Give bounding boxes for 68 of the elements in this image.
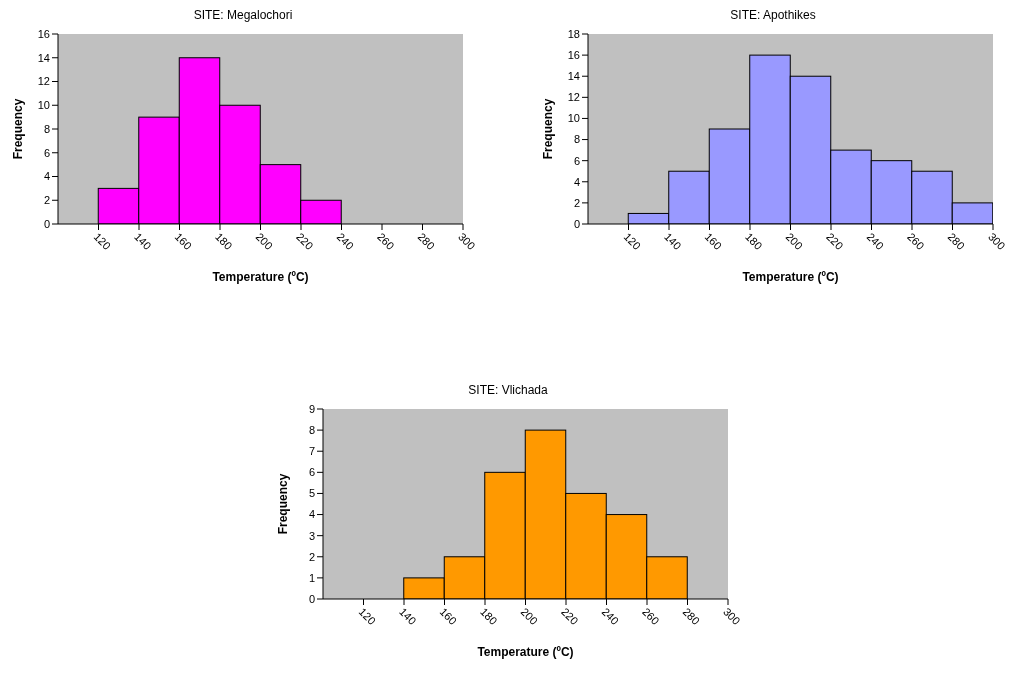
- y-tick-label: 6: [573, 154, 580, 167]
- x-tick-label: 300: [986, 230, 1008, 252]
- y-tick-label: 4: [573, 175, 580, 188]
- y-tick-label: 7: [308, 445, 315, 458]
- x-tick-label: 140: [397, 605, 419, 627]
- y-tick-label: 10: [567, 112, 580, 125]
- x-tick-label: 260: [640, 605, 662, 627]
- x-tick-label: 300: [721, 605, 743, 627]
- y-tick-label: 0: [573, 217, 580, 230]
- x-tick-label: 220: [294, 230, 316, 252]
- x-tick-label: 160: [702, 230, 725, 252]
- x-tick-label: 260: [375, 230, 397, 252]
- x-tick-label: 280: [680, 605, 703, 627]
- x-tick-label: 200: [518, 605, 541, 627]
- x-tick-label: 180: [743, 230, 765, 252]
- x-tick-label: 240: [599, 605, 622, 627]
- x-tick-label: 220: [559, 605, 581, 627]
- y-tick-label: 16: [567, 49, 580, 62]
- x-axis-title: Temperature (ºC): [477, 645, 574, 659]
- x-tick-label: 240: [334, 230, 357, 252]
- x-axis-title: Temperature (ºC): [742, 270, 839, 284]
- y-tick-label: 5: [308, 487, 315, 500]
- y-tick-label: 12: [567, 91, 580, 104]
- y-tick-label: 0: [43, 217, 50, 230]
- y-axis-title: Frequency: [11, 98, 26, 160]
- x-tick-label: 280: [415, 230, 438, 252]
- y-tick-label: 9: [308, 402, 315, 415]
- chart-title: SITE: Apothikes: [729, 8, 817, 24]
- y-tick-label: 8: [43, 122, 50, 135]
- y-tick-label: 4: [308, 508, 315, 521]
- y-tick-label: 14: [37, 51, 50, 64]
- x-tick-label: 200: [783, 230, 806, 252]
- x-tick-label: 300: [456, 230, 478, 252]
- y-tick-label: 6: [308, 466, 315, 479]
- y-tick-label: 3: [308, 529, 315, 542]
- x-tick-label: 120: [621, 230, 644, 252]
- x-tick-label: 180: [478, 605, 500, 627]
- x-tick-label: 140: [132, 230, 154, 252]
- y-tick-label: 16: [37, 27, 50, 40]
- x-tick-label: 260: [905, 230, 927, 252]
- y-tick-label: 4: [43, 170, 50, 183]
- x-tick-label: 180: [213, 230, 235, 252]
- y-tick-label: 14: [567, 70, 580, 83]
- y-tick-label: 18: [567, 27, 580, 40]
- chart-title: SITE: Megalochori: [192, 8, 294, 24]
- x-tick-label: 120: [356, 605, 379, 627]
- x-tick-label: 200: [253, 230, 276, 252]
- y-tick-label: 12: [37, 75, 50, 88]
- y-tick-label: 2: [308, 550, 315, 563]
- y-tick-label: 1: [308, 571, 315, 584]
- y-tick-label: 2: [573, 196, 580, 209]
- y-tick-label: 8: [308, 424, 315, 437]
- x-tick-label: 120: [91, 230, 114, 252]
- x-tick-label: 160: [437, 605, 460, 627]
- x-tick-label: 140: [662, 230, 684, 252]
- y-tick-label: 2: [43, 194, 50, 207]
- chart-title: SITE: Vlichada: [467, 383, 549, 399]
- y-tick-label: 6: [43, 146, 50, 159]
- y-tick-label: 0: [308, 592, 315, 605]
- y-axis-title: Frequency: [541, 98, 556, 160]
- x-tick-label: 160: [172, 230, 195, 252]
- x-axis-title: Temperature (ºC): [212, 270, 309, 284]
- y-tick-label: 8: [573, 133, 580, 146]
- x-tick-label: 280: [945, 230, 968, 252]
- y-axis-title: Frequency: [276, 473, 291, 535]
- x-tick-label: 240: [864, 230, 887, 252]
- x-tick-label: 220: [824, 230, 846, 252]
- y-tick-label: 10: [37, 99, 50, 112]
